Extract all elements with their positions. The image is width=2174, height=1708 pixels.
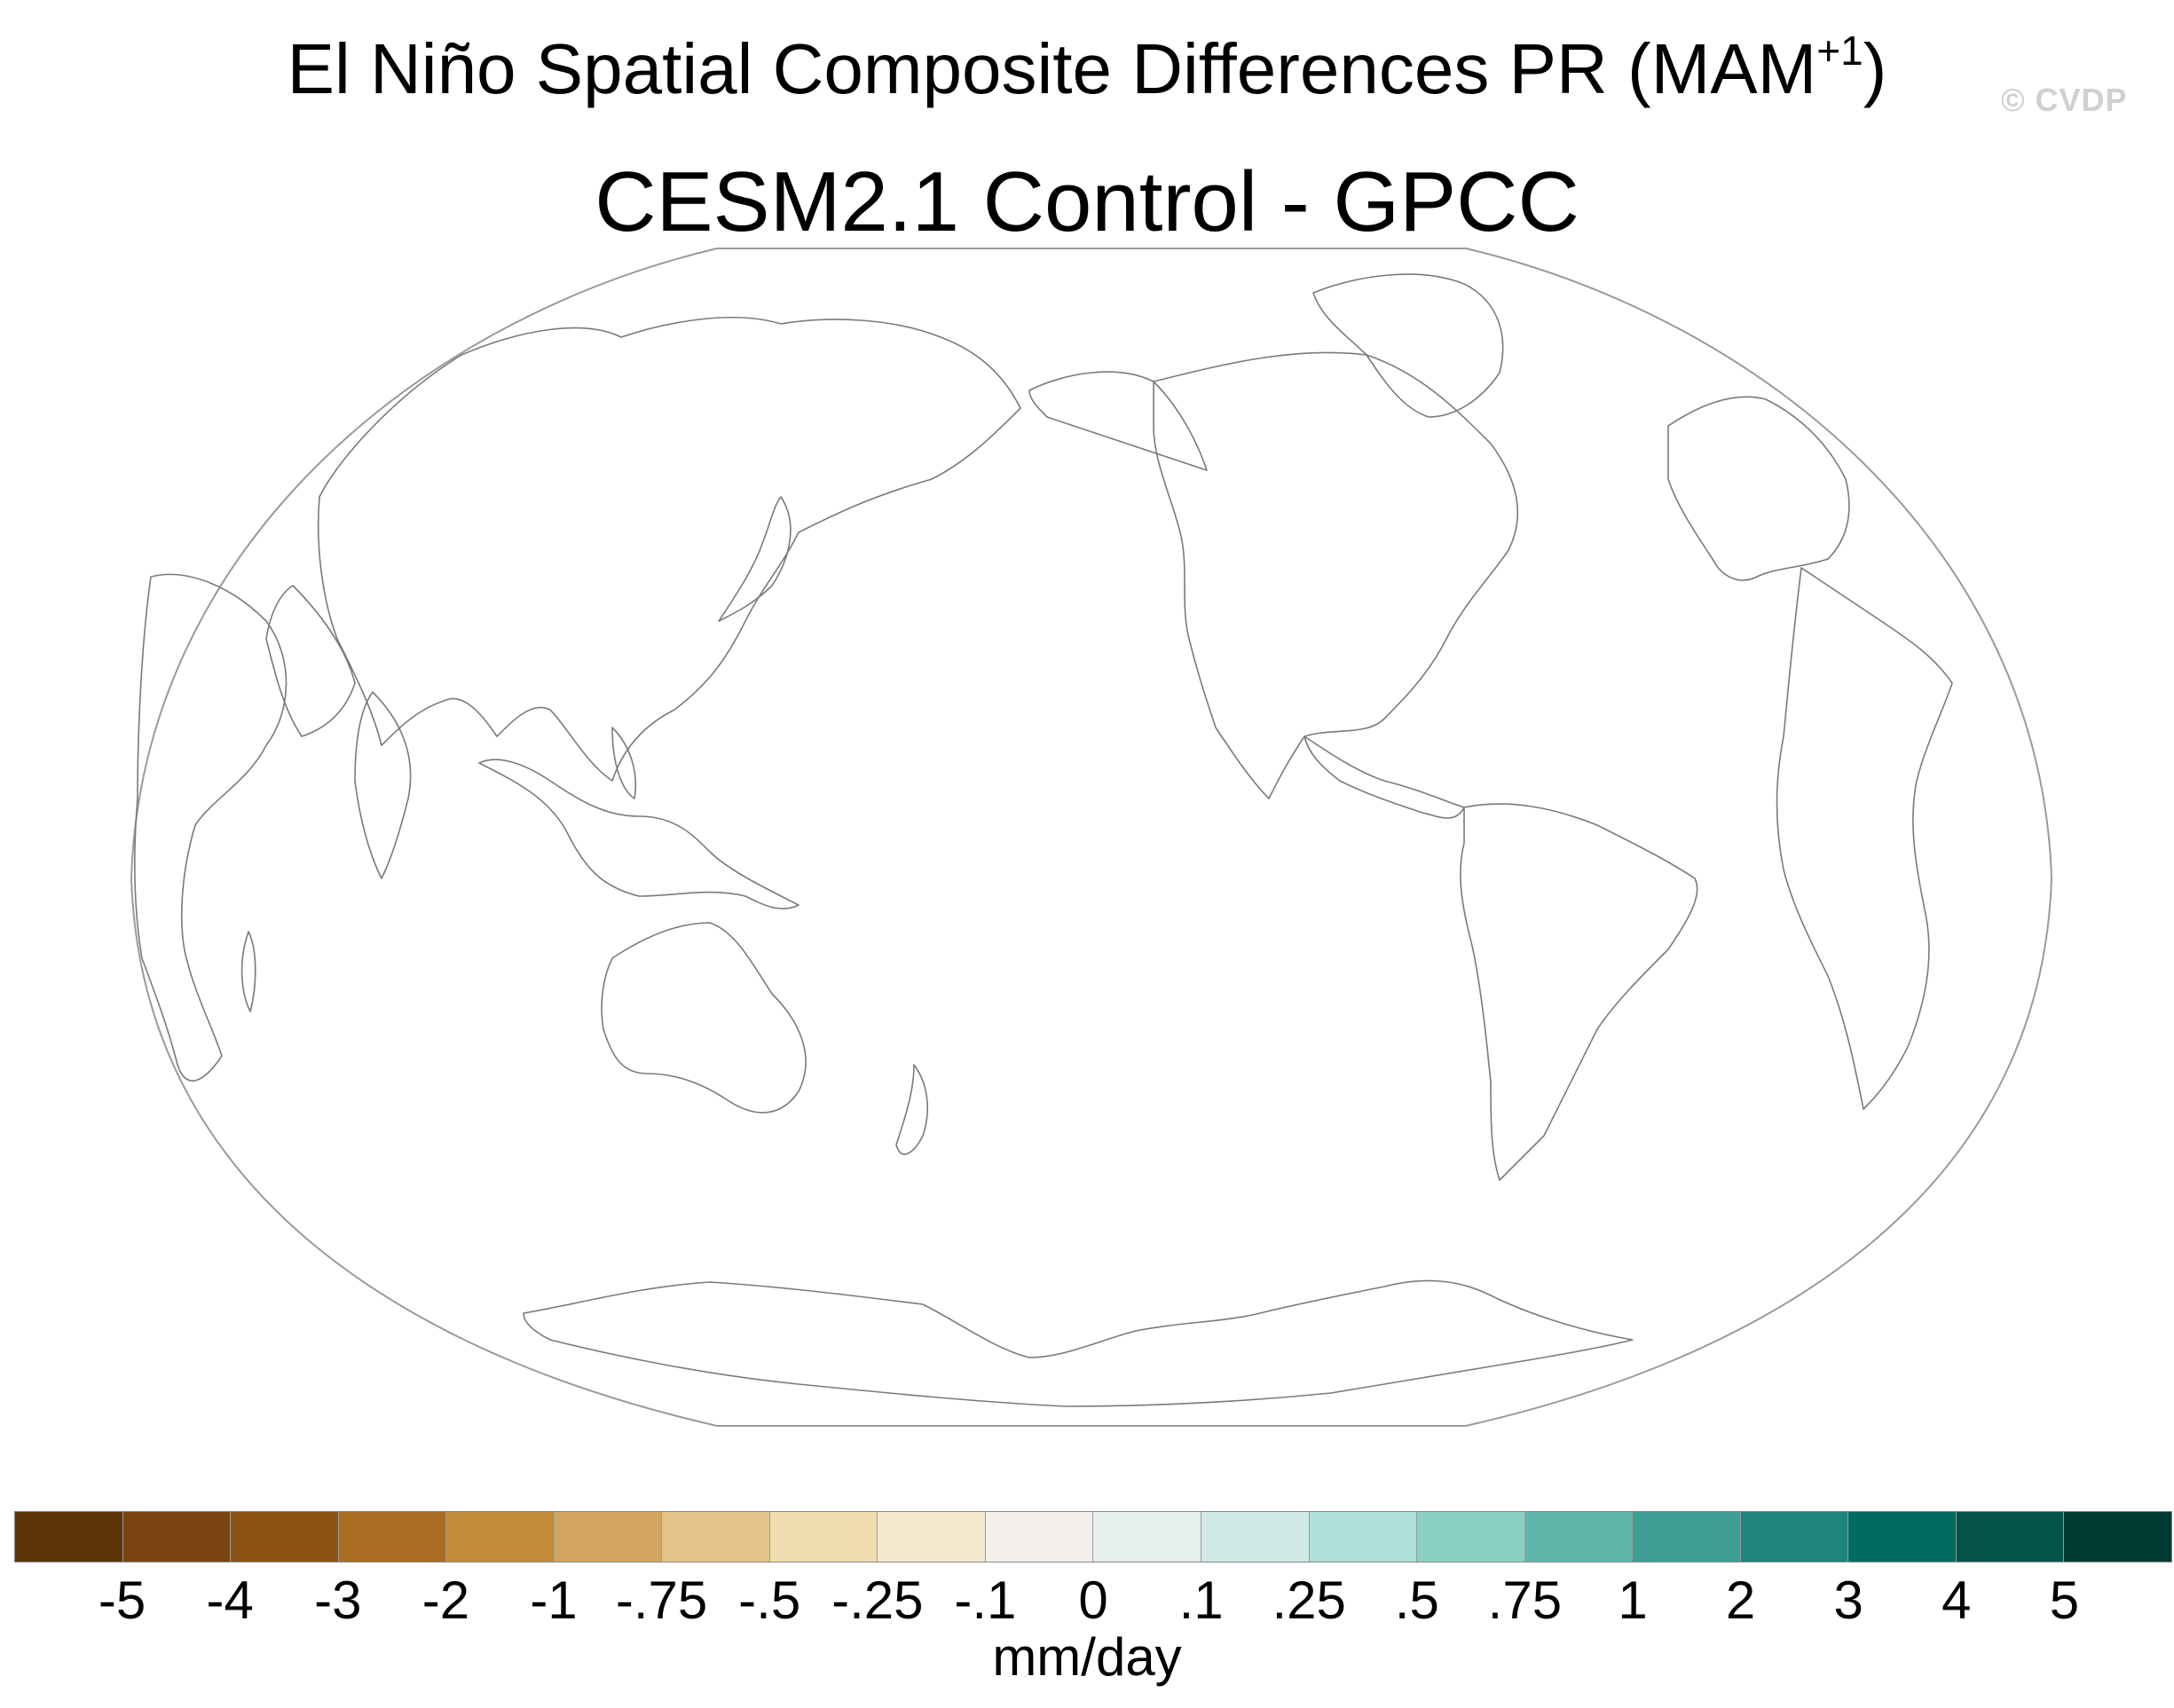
colorbar-tick-label: 0: [1078, 1570, 1108, 1630]
colorbar-cell: [1093, 1512, 1202, 1562]
coastline-alaska: [1028, 371, 1208, 471]
colorbar-tick-label: -1: [530, 1570, 578, 1630]
colorbar-tick-label: 5: [2049, 1570, 2080, 1630]
coastline-europe: [1667, 396, 1850, 581]
map-title-superscript: +1: [1816, 28, 1863, 74]
colorbar-tick-label: 1: [1618, 1570, 1648, 1630]
colorbar-tick-label: 3: [1833, 1570, 1863, 1630]
colorbar-tick-label: -.25: [831, 1570, 924, 1630]
colorbar-cell: [1201, 1512, 1310, 1562]
colorbar-units-label: mm/day: [992, 1627, 1182, 1687]
colorbar-cell: [2064, 1512, 2171, 1562]
colorbar-tick-label: 4: [1942, 1570, 1972, 1630]
colorbar-cell: [1956, 1512, 2065, 1562]
map-title-text: El Niño Spatial Composite Differences PR…: [287, 29, 1817, 108]
colorbar-tick-label: -.5: [738, 1570, 801, 1630]
map-title: El Niño Spatial Composite Differences PR…: [0, 25, 2174, 114]
colorbar-cell: [1633, 1512, 1741, 1562]
coastline-india: [354, 691, 412, 879]
colorbar-tick-label: -2: [421, 1570, 470, 1630]
coastline-greenland: [1312, 273, 1504, 418]
colorbar-tick-label: 2: [1725, 1570, 1756, 1630]
coastline-arabia: [265, 585, 356, 737]
colorbar-tick-label: .25: [1272, 1570, 1346, 1630]
coastline-antarctica: [523, 1279, 1634, 1407]
colorbar-tick-label: -3: [314, 1570, 362, 1630]
coastline-southeast-asia: [478, 759, 799, 909]
map-boundary: [130, 248, 2053, 1427]
colorbar-cell: [1740, 1512, 1849, 1562]
colorbar-cell: [1309, 1512, 1418, 1562]
map-title-closing: ): [1863, 29, 1887, 108]
colorbar-tick-label: .5: [1394, 1570, 1439, 1630]
colorbar-cell: [446, 1512, 555, 1562]
colorbar-cell: [769, 1512, 878, 1562]
coastline-eurasia: [317, 317, 1021, 782]
colorbar-cell: [554, 1512, 663, 1562]
coastline-madagascar: [240, 931, 256, 1012]
cvdp-watermark: © CVDP: [2001, 82, 2128, 118]
colorbar-tick-label: .75: [1487, 1570, 1563, 1630]
colorbar-cell: [1417, 1512, 1525, 1562]
coastline-north-america: [1153, 351, 1519, 799]
colorbar-cell: [15, 1512, 123, 1562]
coastline-new-zealand: [895, 1064, 928, 1155]
coastline-australia: [601, 922, 807, 1114]
colorbar-cell: [1848, 1512, 1957, 1562]
colorbar-tick-label: -4: [206, 1570, 254, 1630]
colorbar-cell: [1524, 1512, 1634, 1562]
coastline-philippines: [611, 727, 637, 799]
coastline-africa: [133, 573, 288, 1082]
colorbar-tick-label: .1: [1178, 1570, 1224, 1630]
coastline-central-america: [1304, 736, 1465, 819]
colorbar: [14, 1511, 2172, 1562]
coastline-west-africa: [1776, 567, 1953, 1110]
coastline-japan: [718, 496, 792, 622]
colorbar-cell: [878, 1512, 986, 1562]
colorbar-cell: [662, 1512, 770, 1562]
colorbar-cell: [985, 1512, 1094, 1562]
colorbar-tick-label: -5: [98, 1570, 146, 1630]
colorbar-cell: [338, 1512, 447, 1562]
colorbar-tick-label: -.75: [615, 1570, 708, 1630]
colorbar-cell: [122, 1512, 232, 1562]
map-subtitle: CESM2.1 Control - GPCC: [595, 154, 1579, 249]
colorbar-cell: [231, 1512, 339, 1562]
colorbar-tick-label: -.1: [954, 1570, 1017, 1630]
coastline-south-america: [1460, 803, 1698, 1181]
